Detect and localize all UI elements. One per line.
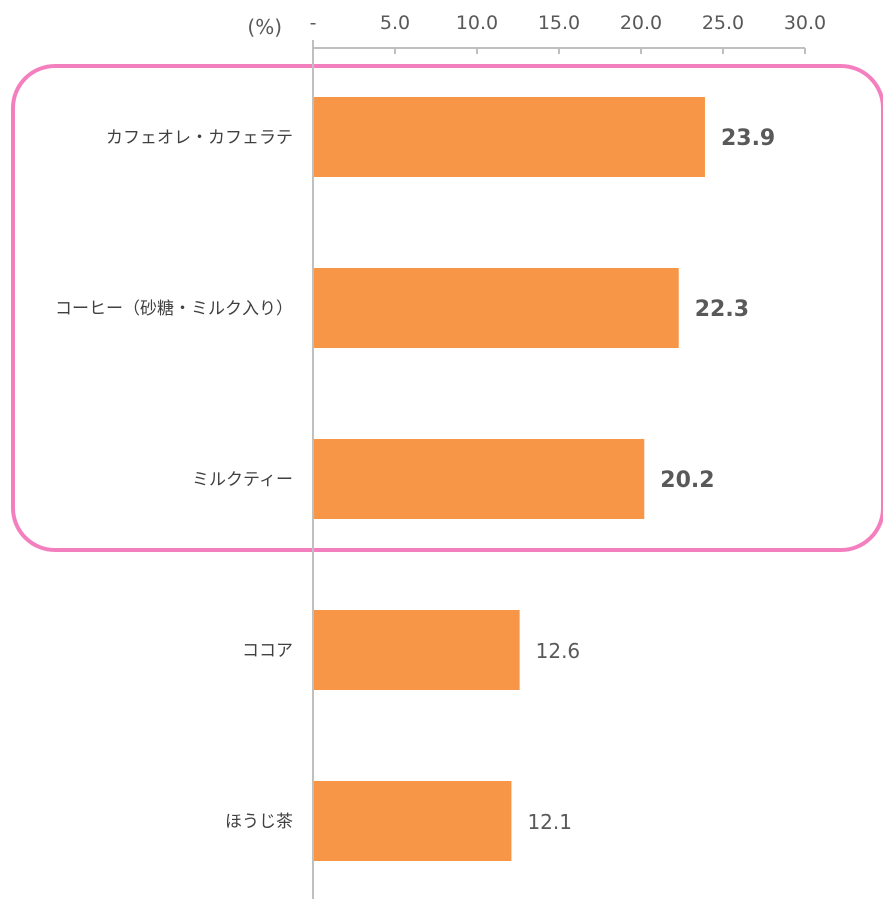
- tick-label: 20.0: [620, 12, 662, 34]
- value-label: 12.1: [527, 810, 572, 834]
- category-label: ココア: [242, 641, 293, 661]
- category-label: コーヒー（砂糖・ミルク入り）: [55, 299, 293, 319]
- value-label: 12.6: [536, 639, 581, 663]
- bar: [314, 439, 645, 519]
- tick-label: 25.0: [702, 12, 744, 34]
- tick-label: 10.0: [456, 12, 498, 34]
- tick-label: 30.0: [784, 12, 826, 34]
- tick-label: -: [310, 12, 317, 34]
- bar: [314, 268, 679, 348]
- unit-label: (%): [247, 15, 282, 39]
- tick-label: 5.0: [380, 12, 410, 34]
- bar: [314, 97, 705, 177]
- value-label: 20.2: [660, 468, 714, 493]
- category-label: ほうじ茶: [225, 812, 293, 832]
- value-label: 23.9: [721, 126, 775, 151]
- category-label: ミルクティー: [192, 470, 293, 490]
- tick-label: 15.0: [538, 12, 580, 34]
- highlight-box: [11, 64, 883, 552]
- bar: [314, 781, 512, 861]
- bar: [314, 610, 520, 690]
- value-label: 22.3: [695, 297, 749, 322]
- category-label: カフェオレ・カフェラテ: [106, 128, 293, 148]
